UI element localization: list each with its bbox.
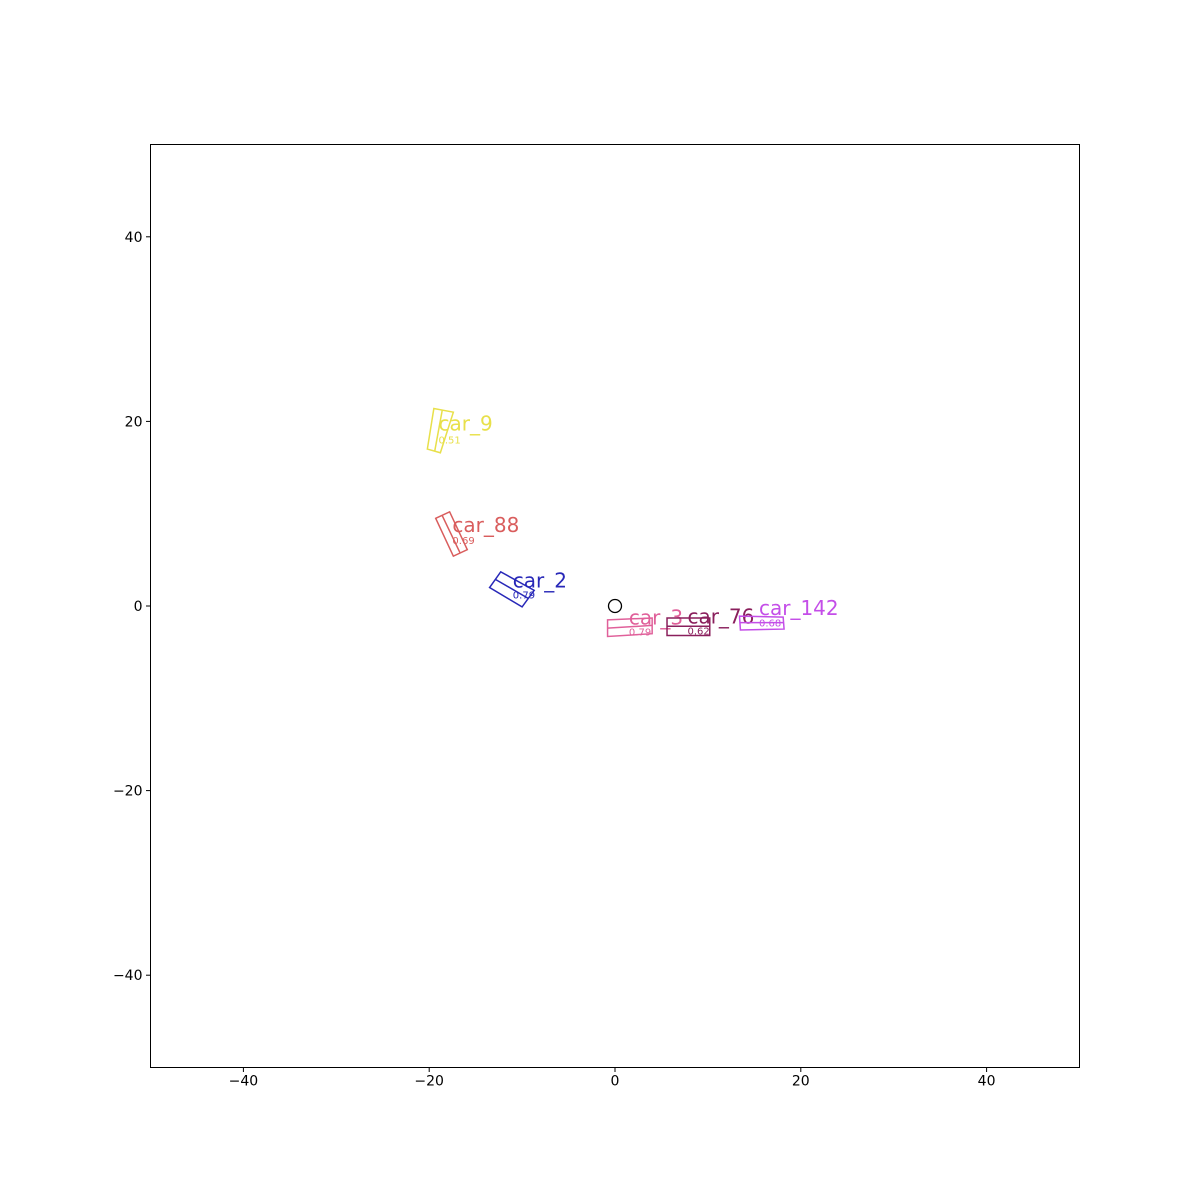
object-car-76: car_760.62 bbox=[666, 605, 754, 638]
object-car-2: car_20.79 bbox=[488, 569, 567, 608]
x-tick-label: 0 bbox=[611, 1074, 620, 1090]
object-car-9: car_90.51 bbox=[426, 407, 493, 454]
heading-line bbox=[434, 410, 443, 452]
object-score: 0.79 bbox=[629, 628, 651, 639]
detected-objects: car_90.51car_880.69car_20.79car_30.79car… bbox=[426, 407, 839, 639]
bounding-box bbox=[426, 407, 455, 454]
bounding-box bbox=[738, 615, 785, 631]
bounding-box bbox=[606, 617, 653, 638]
object-score: 0.79 bbox=[513, 591, 535, 602]
x-tick-label: 20 bbox=[792, 1074, 810, 1090]
object-label: car_2 bbox=[513, 569, 567, 593]
bounding-box bbox=[488, 570, 536, 608]
x-tick-label: 40 bbox=[978, 1074, 996, 1090]
x-tick-label: −20 bbox=[414, 1074, 444, 1090]
heading-line bbox=[494, 578, 529, 600]
bounding-box bbox=[666, 617, 711, 637]
object-score: 0.51 bbox=[438, 436, 460, 447]
object-label: car_9 bbox=[438, 412, 492, 436]
object-score: 0.62 bbox=[687, 627, 709, 638]
y-tick-label: 20 bbox=[125, 414, 143, 430]
ego-vehicle bbox=[607, 598, 623, 614]
axis-ticks: −40 −20 0 20 40 −40 −20 0 20 40 bbox=[113, 230, 996, 1090]
y-tick-label: −20 bbox=[113, 784, 143, 800]
x-tick-label: −40 bbox=[229, 1074, 259, 1090]
heading-line bbox=[607, 624, 653, 629]
plot-frame bbox=[150, 144, 1080, 1068]
y-tick-label: −40 bbox=[113, 968, 143, 984]
y-tick-label: 40 bbox=[125, 230, 143, 246]
object-label: car_142 bbox=[759, 596, 839, 620]
object-car-88: car_880.69 bbox=[434, 510, 519, 558]
ego-marker bbox=[607, 598, 623, 614]
bounding-box bbox=[434, 510, 469, 558]
heading-line bbox=[441, 515, 461, 553]
object-label: car_88 bbox=[452, 513, 519, 537]
object-score: 0.69 bbox=[452, 536, 474, 547]
object-score: 0.68 bbox=[759, 618, 781, 629]
y-tick-label: 0 bbox=[134, 599, 143, 615]
